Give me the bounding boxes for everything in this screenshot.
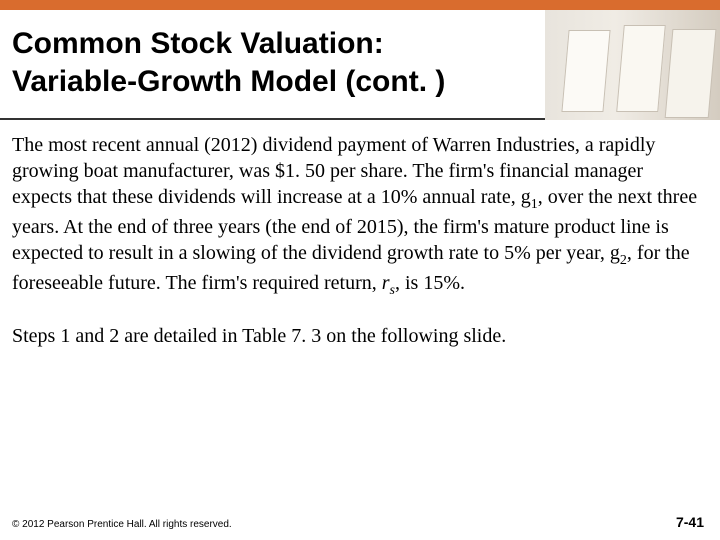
paragraph-1: The most recent annual (2012) dividend p…: [12, 132, 702, 301]
page-number: 7-41: [676, 514, 704, 530]
slide-header: Common Stock Valuation: Variable-Growth …: [0, 10, 720, 120]
title-line-2: Variable-Growth Model (cont. ): [12, 65, 445, 98]
p1-sub-g2: 2: [620, 253, 627, 268]
copyright-text: © 2012 Pearson Prentice Hall. All rights…: [12, 519, 232, 530]
slide-body: The most recent annual (2012) dividend p…: [0, 120, 720, 349]
slide-footer: © 2012 Pearson Prentice Hall. All rights…: [12, 514, 704, 530]
title-line-1: Common Stock Valuation:: [12, 27, 384, 60]
accent-bar: [0, 0, 720, 10]
slide-title: Common Stock Valuation: Variable-Growth …: [0, 10, 560, 100]
p1-text-d: , is 15%.: [395, 272, 465, 294]
header-decorative-image: [545, 10, 720, 120]
paragraph-2: Steps 1 and 2 are detailed in Table 7. 3…: [12, 323, 702, 349]
p1-sub-g1: 1: [531, 197, 538, 212]
p1-rs-r: r: [382, 272, 390, 294]
